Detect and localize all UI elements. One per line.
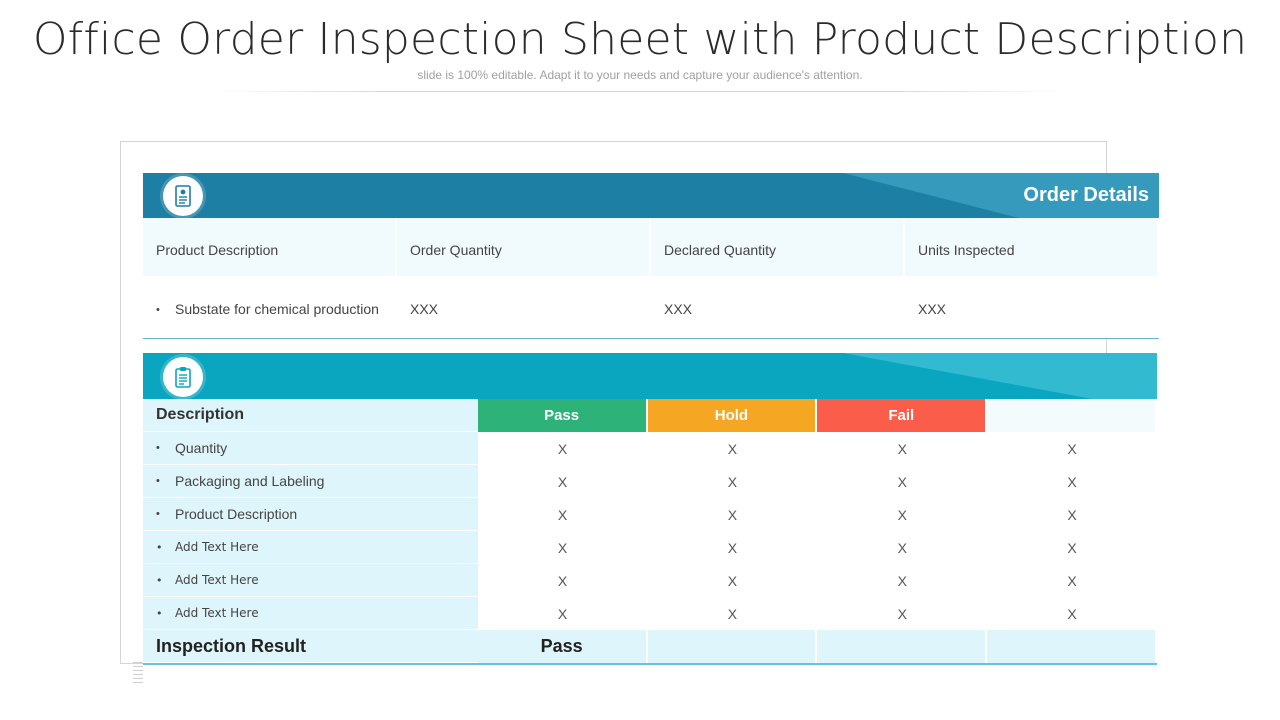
value-declared-quantity: XXX <box>664 301 693 317</box>
row-label: • Quantity <box>143 432 478 465</box>
row-label: • Add Text Here <box>143 597 478 630</box>
value-units-inspected: XXX <box>918 301 947 317</box>
value-product-description: • Substate for chemical production <box>156 301 379 317</box>
value-order-quantity: XXX <box>410 301 439 317</box>
row-label: • Product Description <box>143 498 478 531</box>
fail-cell: X <box>817 564 988 597</box>
row-label: • Packaging and Labeling <box>143 465 478 498</box>
decorative-dots <box>133 662 143 684</box>
remark-cell: X <box>987 498 1157 531</box>
table-row: • Quantity X X X X <box>143 432 1157 465</box>
column-units-inspected: Units Inspected <box>905 218 1159 276</box>
column-order-quantity: Order Quantity <box>397 218 651 276</box>
fail-cell: X <box>817 597 988 630</box>
pass-cell: X <box>477 531 648 564</box>
column-product-description: Product Description <box>143 218 397 276</box>
order-details-title: Order Details <box>1023 184 1149 206</box>
column-declared-quantity: Declared Quantity <box>651 218 905 276</box>
document-icon <box>163 176 203 216</box>
remark-cell: X <box>987 465 1157 498</box>
inspection-banner <box>143 353 1157 399</box>
fail-cell: X <box>817 432 988 465</box>
order-details-banner: Order Details <box>143 173 1159 218</box>
hold-cell: X <box>647 597 818 630</box>
clipboard-icon <box>163 357 203 397</box>
table-row: • Packaging and Labeling X X X X <box>143 465 1157 498</box>
hold-cell: X <box>647 531 818 564</box>
hold-cell: X <box>647 432 818 465</box>
empty-cell <box>647 630 818 663</box>
title-divider <box>215 91 1065 92</box>
inspection-table: Description Pass Hold Fail Remark • Quant… <box>143 399 1157 665</box>
row-label: • Add Text Here <box>143 564 478 597</box>
column-pass: Pass <box>477 399 648 432</box>
inspection-result-row: Inspection Result Pass <box>143 630 1157 665</box>
page-subtitle: slide is 100% editable. Adapt it to your… <box>417 68 863 82</box>
table-row: • Add Text Here X X X X <box>143 597 1157 630</box>
table-row: • Add Text Here X X X X <box>143 531 1157 564</box>
remark-cell: X <box>987 564 1157 597</box>
fail-cell: X <box>817 498 988 531</box>
table-row: • Add Text Here X X X X <box>143 564 1157 597</box>
pass-cell: X <box>477 597 648 630</box>
column-remark: Remark <box>987 399 1157 432</box>
inspection-result-label: Inspection Result <box>143 630 478 663</box>
table-row: • Product Description X X X X <box>143 498 1157 531</box>
row-label: • Add Text Here <box>143 531 478 564</box>
remark-cell: X <box>987 531 1157 564</box>
pass-cell: X <box>477 432 648 465</box>
inspection-header-row: Description Pass Hold Fail Remark <box>143 399 1157 432</box>
pass-cell: X <box>477 465 648 498</box>
hold-cell: X <box>647 498 818 531</box>
column-hold: Hold <box>647 399 818 432</box>
column-description: Description <box>143 399 478 432</box>
pass-cell: X <box>477 564 648 597</box>
remark-cell: X <box>987 432 1157 465</box>
order-details-value-row: • Substate for chemical production XXX XX… <box>143 276 1159 339</box>
hold-cell: X <box>647 465 818 498</box>
pass-cell: X <box>477 498 648 531</box>
remark-cell: X <box>987 597 1157 630</box>
hold-cell: X <box>647 564 818 597</box>
order-details-header-row: Product Description Order Quantity Decla… <box>143 218 1159 276</box>
column-fail: Fail <box>817 399 988 432</box>
empty-cell <box>987 630 1157 663</box>
banner-sheen <box>843 353 1157 399</box>
page-title: Office Order Inspection Sheet with Produ… <box>32 14 1248 65</box>
fail-cell: X <box>817 465 988 498</box>
empty-cell <box>817 630 988 663</box>
fail-cell: X <box>817 531 988 564</box>
inspection-result-value: Pass <box>477 630 648 663</box>
